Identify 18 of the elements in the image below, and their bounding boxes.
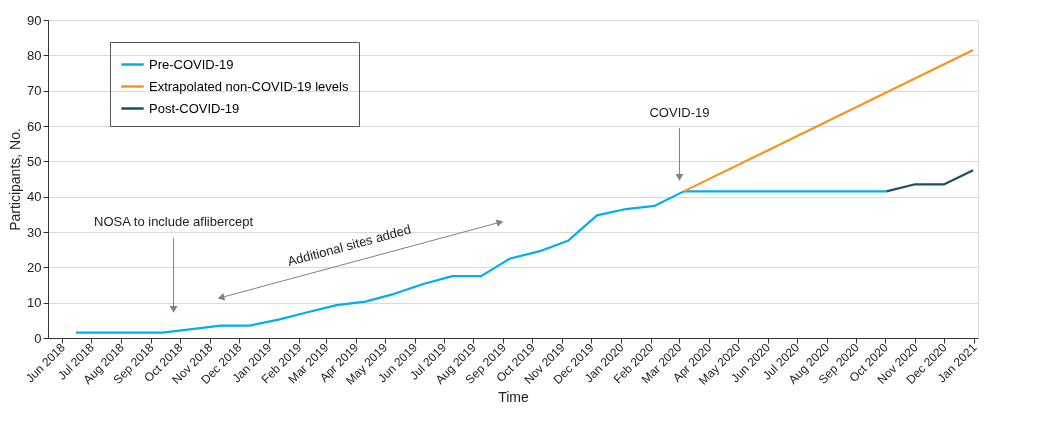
legend-label: Extrapolated non-COVID-19 levels xyxy=(149,78,349,94)
y-tick-label: 10 xyxy=(27,295,42,311)
y-tick-label: 0 xyxy=(34,330,42,346)
y-axis-title: Participants, No. xyxy=(7,128,24,231)
legend-label: Post-COVID-19 xyxy=(149,100,240,116)
y-tick-label: 60 xyxy=(27,118,42,134)
legend-label: Pre-COVID-19 xyxy=(149,56,234,72)
line-series xyxy=(74,190,888,334)
y-tick-label: 70 xyxy=(27,83,42,99)
y-tick-label: 20 xyxy=(27,259,42,275)
annotation: COVID-19 xyxy=(649,105,710,121)
y-tick-label: 90 xyxy=(27,12,42,28)
y-tick-label: 40 xyxy=(27,189,42,205)
x-axis-title: Time xyxy=(498,389,530,406)
annotation: NOSA to include aflibercept xyxy=(94,214,254,230)
y-tick-label: 30 xyxy=(27,224,42,240)
y-tick-label: 50 xyxy=(27,153,42,169)
y-tick-label: 80 xyxy=(27,47,42,63)
